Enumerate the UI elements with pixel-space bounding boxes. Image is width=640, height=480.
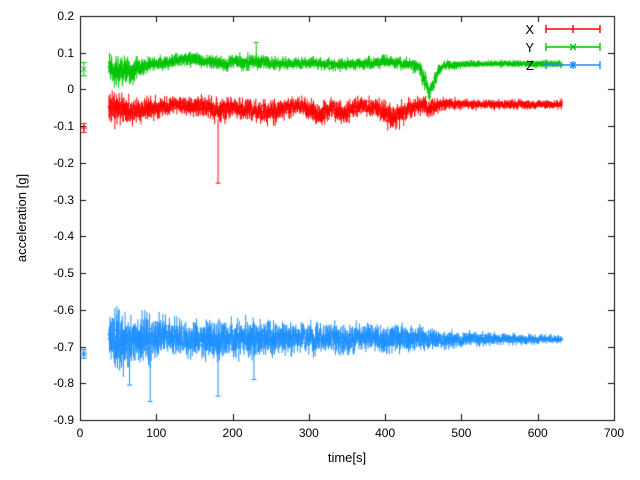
legend-label-y: Y bbox=[525, 39, 534, 55]
legend-entry-y: Y bbox=[525, 38, 604, 56]
legend-sample-asterisk-icon bbox=[545, 61, 601, 69]
y-tick-label--0.1: -0.1 bbox=[53, 119, 74, 134]
x-tick-label-600: 600 bbox=[527, 426, 548, 440]
legend-label-x: X bbox=[525, 21, 534, 37]
y-tick-label--0.7: -0.7 bbox=[53, 339, 74, 354]
legend-entry-z: Z bbox=[525, 56, 604, 74]
y-tick-label--0.8: -0.8 bbox=[53, 376, 74, 391]
x-tick-label-500: 500 bbox=[451, 426, 472, 440]
x-tick-label-100: 100 bbox=[146, 426, 167, 440]
y-tick-label--0.5: -0.5 bbox=[53, 266, 74, 281]
y-tick-label--0.3: -0.3 bbox=[53, 192, 74, 207]
y-tick-label--0.2: -0.2 bbox=[53, 155, 74, 170]
y-tick-label--0.6: -0.6 bbox=[53, 302, 74, 317]
x-tick-label-400: 400 bbox=[375, 426, 396, 440]
x-tick-label-0: 0 bbox=[76, 426, 84, 440]
legend-label-z: Z bbox=[526, 57, 534, 73]
legend-entry-x: X bbox=[525, 20, 604, 38]
y-tick-label--0.9: -0.9 bbox=[53, 413, 74, 427]
y-tick-label-0: 0 bbox=[67, 82, 74, 97]
y-tick-label-0.2: 0.2 bbox=[57, 9, 74, 23]
y-tick-label-0.1: 0.1 bbox=[57, 45, 74, 60]
y-tick-label--0.4: -0.4 bbox=[53, 229, 74, 244]
legend-sample-plus-icon bbox=[545, 25, 601, 33]
x-tick-label-300: 300 bbox=[298, 426, 319, 440]
legend-sample-cross-icon bbox=[545, 43, 601, 51]
x-tick-label-700: 700 bbox=[603, 426, 625, 440]
x-tick-label-200: 200 bbox=[222, 426, 243, 440]
x-axis-title: time[s] bbox=[327, 450, 367, 465]
